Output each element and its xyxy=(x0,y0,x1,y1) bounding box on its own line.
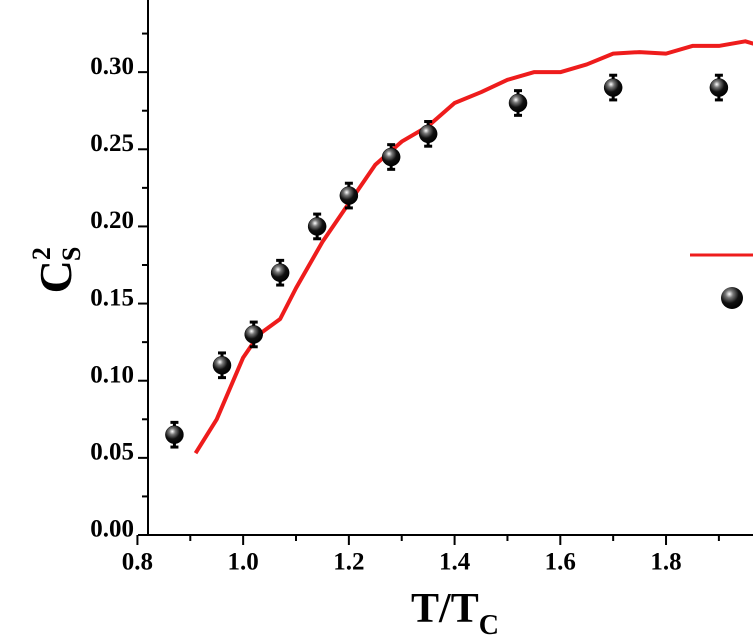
data-point xyxy=(381,147,401,167)
data-point xyxy=(339,186,359,205)
x-tick-label: 1.8 xyxy=(650,549,681,576)
data-line xyxy=(193,39,753,455)
y-tick-label: 0.20 xyxy=(90,207,134,234)
x-tick-label: 1.6 xyxy=(545,549,576,576)
y-tick-label: 0.30 xyxy=(90,53,134,80)
x-tick-label: 0.8 xyxy=(122,549,153,576)
y-tick-label: 0.25 xyxy=(90,130,134,157)
data-point xyxy=(603,78,623,97)
x-axis-title: T/TC xyxy=(411,586,499,642)
x-tick-label: 1.2 xyxy=(333,549,364,576)
data-point xyxy=(244,325,263,344)
data-point xyxy=(270,263,290,282)
data-point xyxy=(709,78,729,97)
data-point xyxy=(508,93,528,113)
y-tick-label: 0.10 xyxy=(90,361,134,388)
x-tick-label: 1.4 xyxy=(439,549,471,576)
y-tick-label: 0.05 xyxy=(90,439,134,466)
data-point xyxy=(307,217,327,236)
x-tick-label: 1.0 xyxy=(228,549,259,576)
data-point xyxy=(212,356,232,375)
y-tick-label: 0.00 xyxy=(90,516,134,543)
x-axis-title-main: T/T xyxy=(411,586,479,632)
y-axis-title-sub: S xyxy=(57,247,86,261)
x-axis-title-sub: C xyxy=(479,610,499,641)
y-axis-title: C2S xyxy=(27,247,86,294)
y-axis-title-main: C xyxy=(30,260,81,293)
y-tick-label: 0.15 xyxy=(90,284,134,311)
y-axis-title-sup: 2 xyxy=(27,247,56,260)
legend-marker-sample xyxy=(721,287,743,309)
data-point xyxy=(418,124,438,144)
data-point xyxy=(165,425,184,444)
